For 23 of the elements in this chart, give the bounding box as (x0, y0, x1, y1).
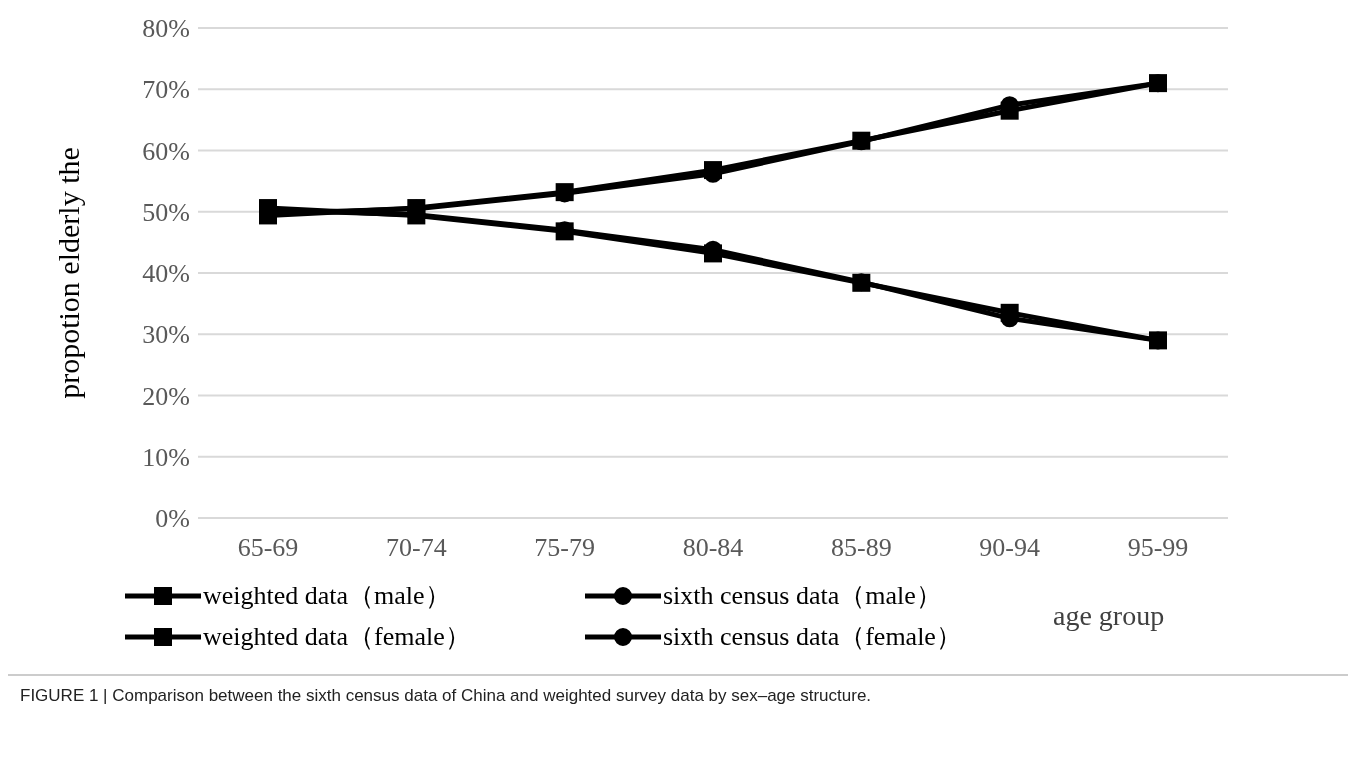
caption: FIGURE 1 | Comparison between the sixth census data of China and weighted survey data by sex–age structure. (8, 674, 1348, 706)
legend-label: weighted data（male） (203, 580, 451, 612)
legend-label: sixth census data（male） (663, 580, 942, 612)
y-tick-label: 80% (142, 14, 190, 44)
y-tick-label: 40% (142, 259, 190, 289)
y-tick-label: 10% (142, 442, 190, 472)
legend-label: sixth census data（female） (663, 621, 962, 653)
x-axis-title: age group (1053, 600, 1165, 632)
y-tick-label: 60% (142, 136, 190, 166)
y-axis-title: propotion elderly the (51, 147, 85, 399)
x-tick-label: 90-94 (979, 533, 1040, 563)
x-tick-label: 95-99 (1127, 533, 1189, 563)
y-tick-label: 20% (142, 381, 190, 411)
x-tick-label: 75-79 (534, 533, 595, 563)
y-tick-label: 0% (155, 504, 190, 534)
y-tick-label: 50% (142, 197, 190, 227)
x-tick-label: 85-89 (831, 533, 892, 563)
y-tick-label: 30% (142, 320, 190, 350)
x-tick-label: 70-74 (386, 533, 447, 563)
x-tick-label: 80-84 (682, 533, 744, 563)
x-tick-label: 65-69 (237, 533, 299, 563)
y-tick-label: 70% (142, 75, 190, 105)
legend-label: weighted data（female） (203, 621, 471, 653)
